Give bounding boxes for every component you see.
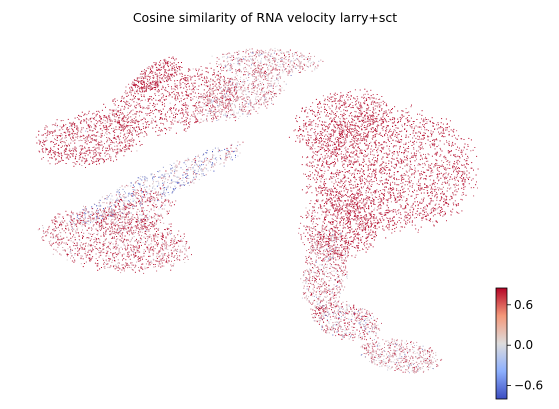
colorbar-ticks: −0.6 0.0 0.6 (507, 298, 543, 393)
colorbar-tick-label: 0.0 (514, 338, 533, 352)
cluster-top-left-arm (35, 109, 146, 168)
cluster-right-body (288, 88, 479, 263)
cluster-upper-middle (103, 56, 246, 136)
colorbar-tick-label: 0.6 (514, 298, 533, 312)
colorbar-tick-label: −0.6 (514, 379, 543, 393)
scatter-points (35, 47, 479, 374)
cluster-lower-stem (300, 223, 382, 341)
cluster-top-cap (197, 47, 324, 123)
colorbar: −0.6 0.0 0.6 (495, 287, 543, 400)
cluster-diagonal-band (69, 141, 244, 229)
colorbar-gradient (495, 287, 508, 400)
chart-title: Cosine similarity of RNA velocity larry+… (133, 10, 397, 25)
cluster-lower-left-lobe (37, 188, 192, 274)
cluster-bottom-tip (360, 337, 443, 374)
